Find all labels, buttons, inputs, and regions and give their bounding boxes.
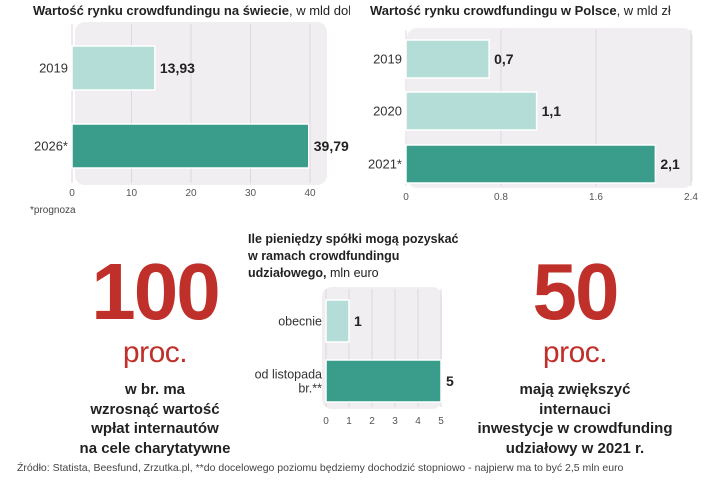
x-tick-label: 30	[245, 188, 257, 199]
category-label: 2021*	[368, 157, 402, 172]
x-tick-label: 0	[403, 192, 409, 203]
x-tick-label: 0.8	[494, 192, 508, 203]
x-tick-label: 3	[392, 416, 398, 427]
investment-stat: 50 proc. mają zwiększyć internauci inwes…	[470, 252, 680, 458]
x-tick-label: 2	[369, 416, 375, 427]
bar-value-label: 0,7	[494, 51, 514, 67]
category-label: 2026*	[34, 139, 68, 154]
charity-stat-number: 100	[91, 247, 220, 336]
bar-value-label: 1,1	[542, 103, 562, 119]
source-note: Źródło: Statista, Beesfund, Zrzutka.pl, …	[17, 462, 624, 474]
bar	[71, 123, 310, 169]
bar	[325, 299, 350, 343]
charity-stat-unit: proc.	[122, 336, 188, 369]
category-label: od listopada br.**	[255, 368, 323, 396]
bar-value-label: 5	[446, 373, 454, 389]
x-tick-label: 5	[438, 416, 444, 427]
x-tick-label: 1.6	[589, 192, 603, 203]
x-tick-label: 10	[126, 188, 138, 199]
bar-value-label: 2,1	[660, 156, 680, 172]
x-tick-label: 4	[415, 416, 421, 427]
poland-chart-title: Wartość rynku crowdfundingu w Polsce, w …	[370, 3, 671, 18]
x-tick-label: 40	[304, 188, 316, 199]
bar-value-label: 39,79	[314, 138, 349, 154]
world-market-chart: Wartość rynku crowdfundingu na świecie, …	[33, 3, 350, 199]
bar	[405, 91, 538, 131]
bar-value-label: 13,93	[160, 60, 195, 76]
charity-stat: 100 proc. w br. ma wzrosnąć wartość wpła…	[50, 252, 260, 458]
x-tick-label: 1	[346, 416, 352, 427]
category-label: 2020	[373, 104, 402, 119]
investment-stat-number: 50	[532, 247, 620, 336]
world-chart-title: Wartość rynku crowdfundingu na świecie, …	[33, 3, 350, 18]
bar-value-label: 1	[354, 313, 362, 329]
equity-chart-title: Ile pieniędzy spółki mogą pozyskać w ram…	[247, 232, 462, 280]
bar	[405, 39, 490, 79]
x-tick-label: 20	[185, 188, 197, 199]
forecast-note: *prognoza	[30, 205, 76, 216]
investment-stat-unit: proc.	[542, 336, 608, 369]
category-label: 2019	[373, 52, 402, 67]
x-tick-label: 2.4	[684, 192, 698, 203]
charity-stat-description: w br. ma wzrosnąć wartość wpłat internau…	[79, 381, 231, 457]
equity-limit-chart: Ile pieniędzy spółki mogą pozyskać w ram…	[247, 232, 462, 427]
x-tick-label: 0	[69, 188, 75, 199]
investment-stat-description: mają zwiększyć internauci inwestycje w c…	[477, 381, 673, 457]
poland-market-chart: Wartość rynku crowdfundingu w Polsce, w …	[368, 3, 698, 203]
category-label: 2019	[39, 61, 68, 76]
category-label: obecnie	[278, 315, 322, 329]
x-tick-label: 0	[323, 416, 329, 427]
bar	[405, 144, 657, 184]
bar	[325, 359, 442, 403]
bar	[71, 45, 156, 91]
